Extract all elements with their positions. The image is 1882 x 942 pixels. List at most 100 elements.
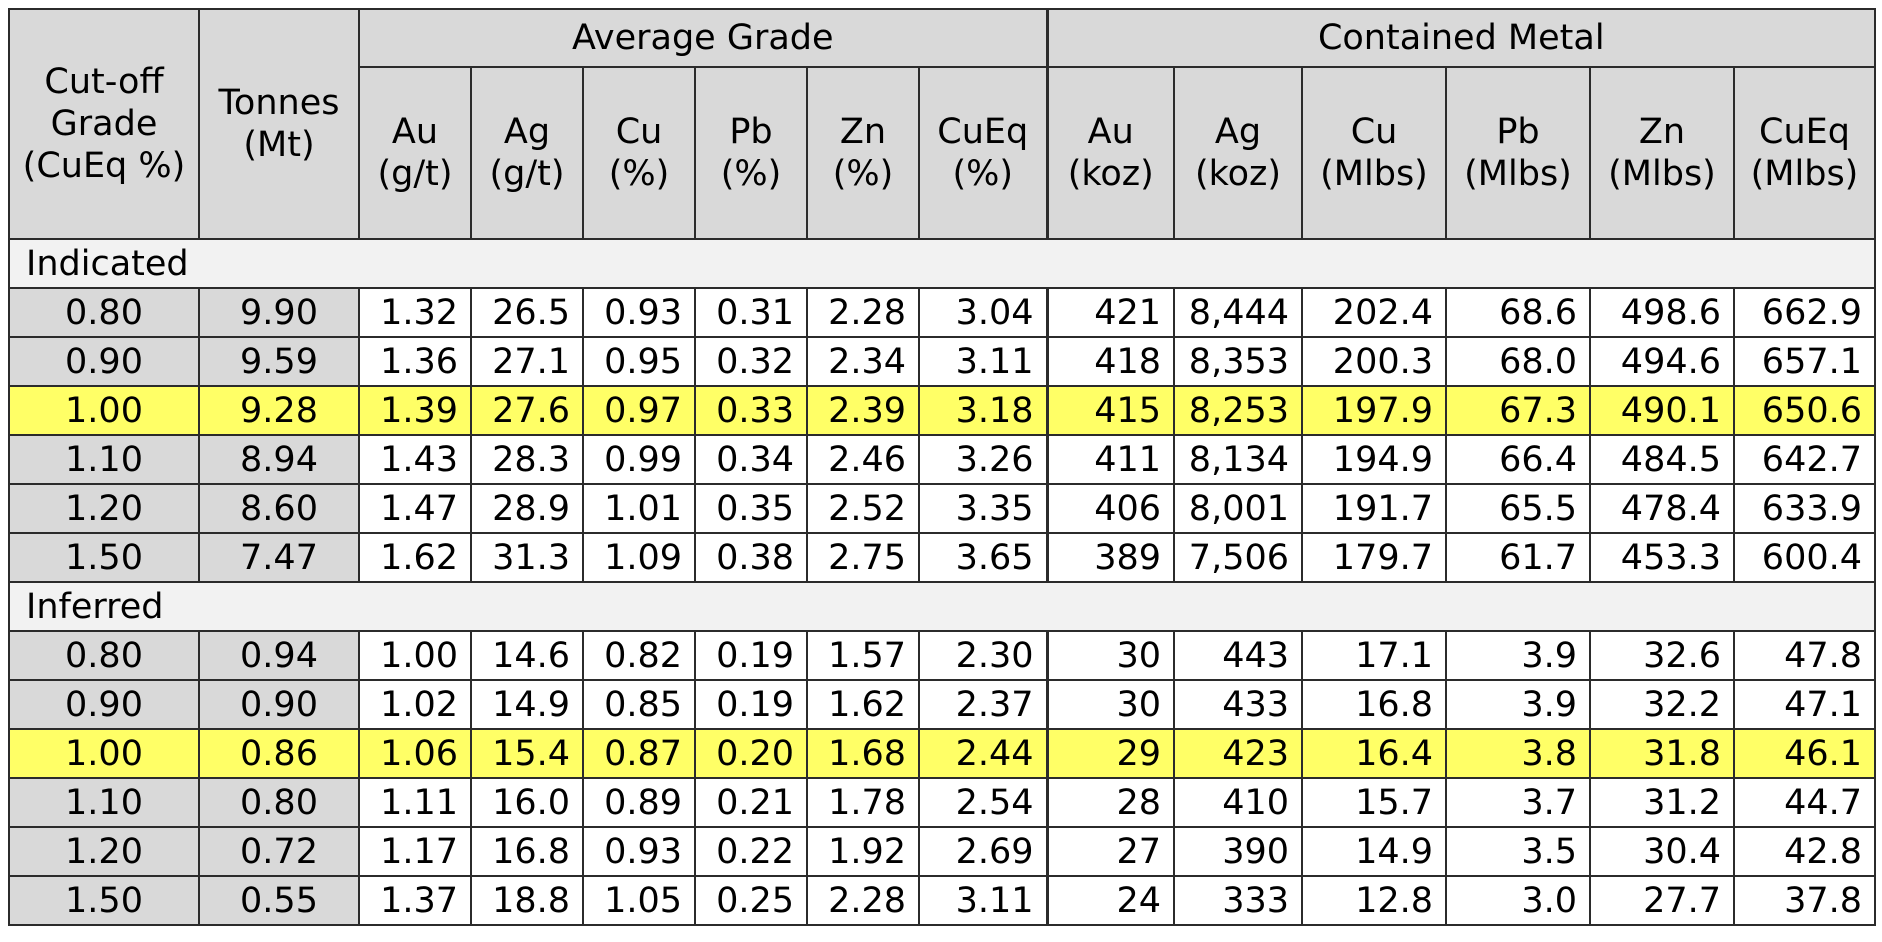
cell-zn-metal: 478.4 xyxy=(1589,483,1735,534)
table-row: 1.10 8.94 1.43 28.3 0.99 0.34 2.46 3.26 411 8,134… xyxy=(8,434,1876,485)
cell-au-grade: 1.62 xyxy=(358,532,472,583)
col-header-zn-metal: Zn (Mlbs) xyxy=(1589,66,1735,240)
table-row: 0.90 9.59 1.36 27.1 0.95 0.32 2.34 3.11 418 8,353… xyxy=(8,336,1876,387)
cell-cu-metal: 191.7 xyxy=(1301,483,1447,534)
cell-au-grade: 1.37 xyxy=(358,875,472,926)
cell-au-grade: 1.11 xyxy=(358,777,472,828)
cell-cueq-grade: 3.26 xyxy=(918,434,1048,485)
cell-cueq-grade: 2.44 xyxy=(918,728,1048,779)
cell-ag-metal: 390 xyxy=(1173,826,1303,877)
cell-ag-grade: 14.9 xyxy=(470,679,584,730)
cell-au-grade: 1.02 xyxy=(358,679,472,730)
table-row: 0.80 9.90 1.32 26.5 0.93 0.31 2.28 3.04 421 8,444… xyxy=(8,287,1876,338)
cell-cu-metal: 197.9 xyxy=(1301,385,1447,436)
cell-zn-grade: 1.68 xyxy=(806,728,920,779)
cell-au-metal: 30 xyxy=(1045,679,1175,730)
cell-au-metal: 29 xyxy=(1045,728,1175,779)
cell-pb-grade: 0.22 xyxy=(694,826,808,877)
resource-estimate-table: Cut-off Grade (CuEq %) Tonnes (Mt) Avera… xyxy=(8,8,1876,926)
cell-tonnes: 8.94 xyxy=(198,434,360,485)
cell-cueq-metal: 44.7 xyxy=(1733,777,1876,828)
cell-tonnes: 0.72 xyxy=(198,826,360,877)
cell-cutoff: 1.00 xyxy=(8,385,200,436)
table-row: 1.10 0.80 1.11 16.0 0.89 0.21 1.78 2.54 28 410 15.… xyxy=(8,777,1876,828)
cell-ag-grade: 28.9 xyxy=(470,483,584,534)
col-header-au-grade: Au (g/t) xyxy=(358,66,472,240)
cell-cu-grade: 0.97 xyxy=(582,385,696,436)
cell-zn-metal: 30.4 xyxy=(1589,826,1735,877)
cell-zn-grade: 2.34 xyxy=(806,336,920,387)
cell-cutoff: 1.10 xyxy=(8,434,200,485)
cell-cu-metal: 16.8 xyxy=(1301,679,1447,730)
table-row: 1.50 7.47 1.62 31.3 1.09 0.38 2.75 3.65 389 7,506… xyxy=(8,532,1876,583)
table-row: 1.20 8.60 1.47 28.9 1.01 0.35 2.52 3.35 406 8,001… xyxy=(8,483,1876,534)
cell-ag-metal: 8,001 xyxy=(1173,483,1303,534)
cell-cueq-metal: 662.9 xyxy=(1733,287,1876,338)
cell-pb-metal: 67.3 xyxy=(1445,385,1591,436)
cell-cueq-grade: 3.18 xyxy=(918,385,1048,436)
cell-au-metal: 27 xyxy=(1045,826,1175,877)
cell-au-grade: 1.36 xyxy=(358,336,472,387)
cell-ag-grade: 18.8 xyxy=(470,875,584,926)
cell-cu-grade: 0.95 xyxy=(582,336,696,387)
col-header-cueq-metal: CuEq (Mlbs) xyxy=(1733,66,1876,240)
cell-ag-metal: 8,134 xyxy=(1173,434,1303,485)
average-grade-header: Average Grade xyxy=(358,8,1048,68)
cell-tonnes: 0.80 xyxy=(198,777,360,828)
cell-pb-metal: 3.9 xyxy=(1445,679,1591,730)
cell-cutoff: 0.90 xyxy=(8,679,200,730)
cell-cueq-metal: 47.8 xyxy=(1733,630,1876,681)
cell-zn-metal: 484.5 xyxy=(1589,434,1735,485)
cell-cu-grade: 0.93 xyxy=(582,826,696,877)
cell-cueq-metal: 633.9 xyxy=(1733,483,1876,534)
cell-pb-metal: 3.5 xyxy=(1445,826,1591,877)
cell-cu-metal: 15.7 xyxy=(1301,777,1447,828)
cell-pb-metal: 3.7 xyxy=(1445,777,1591,828)
cell-cutoff: 1.50 xyxy=(8,532,200,583)
header-row-columns: Au (g/t) Ag (g/t) Cu (%) Pb (%) Zn (%) C… xyxy=(9,66,1876,240)
cell-cu-metal: 16.4 xyxy=(1301,728,1447,779)
cell-ag-grade: 16.8 xyxy=(470,826,584,877)
cell-pb-metal: 66.4 xyxy=(1445,434,1591,485)
cell-ag-metal: 8,353 xyxy=(1173,336,1303,387)
col-header-cu-grade: Cu (%) xyxy=(582,66,696,240)
cell-au-grade: 1.17 xyxy=(358,826,472,877)
cell-cu-metal: 12.8 xyxy=(1301,875,1447,926)
cell-pb-metal: 65.5 xyxy=(1445,483,1591,534)
tonnes-header: Tonnes (Mt) xyxy=(198,8,360,240)
cell-au-grade: 1.39 xyxy=(358,385,472,436)
cell-ag-grade: 16.0 xyxy=(470,777,584,828)
cell-ag-grade: 15.4 xyxy=(470,728,584,779)
cell-cueq-grade: 3.11 xyxy=(918,875,1048,926)
cell-cueq-metal: 47.1 xyxy=(1733,679,1876,730)
cell-pb-metal: 61.7 xyxy=(1445,532,1591,583)
cell-cueq-grade: 2.37 xyxy=(918,679,1048,730)
section-row-inferred: Inferred xyxy=(8,581,1876,632)
cell-tonnes: 0.86 xyxy=(198,728,360,779)
cell-cueq-metal: 650.6 xyxy=(1733,385,1876,436)
cell-zn-metal: 27.7 xyxy=(1589,875,1735,926)
cell-ag-grade: 27.1 xyxy=(470,336,584,387)
section-label: Indicated xyxy=(8,238,1876,289)
cell-cueq-metal: 46.1 xyxy=(1733,728,1876,779)
cell-zn-metal: 494.6 xyxy=(1589,336,1735,387)
cell-cu-metal: 202.4 xyxy=(1301,287,1447,338)
cell-au-metal: 28 xyxy=(1045,777,1175,828)
contained-metal-header: Contained Metal xyxy=(1045,8,1876,68)
cell-ag-grade: 26.5 xyxy=(470,287,584,338)
cell-ag-grade: 27.6 xyxy=(470,385,584,436)
cell-zn-grade: 1.57 xyxy=(806,630,920,681)
cell-zn-grade: 1.92 xyxy=(806,826,920,877)
cell-cueq-grade: 3.11 xyxy=(918,336,1048,387)
cell-cueq-metal: 600.4 xyxy=(1733,532,1876,583)
cell-tonnes: 0.55 xyxy=(198,875,360,926)
cell-zn-grade: 2.39 xyxy=(806,385,920,436)
cell-ag-metal: 8,253 xyxy=(1173,385,1303,436)
cell-zn-metal: 31.2 xyxy=(1589,777,1735,828)
cell-cu-metal: 179.7 xyxy=(1301,532,1447,583)
cell-cu-metal: 194.9 xyxy=(1301,434,1447,485)
cell-zn-grade: 1.78 xyxy=(806,777,920,828)
cell-au-grade: 1.06 xyxy=(358,728,472,779)
table-row: 1.20 0.72 1.17 16.8 0.93 0.22 1.92 2.69 27 390 14.… xyxy=(8,826,1876,877)
cell-cu-grade: 0.93 xyxy=(582,287,696,338)
